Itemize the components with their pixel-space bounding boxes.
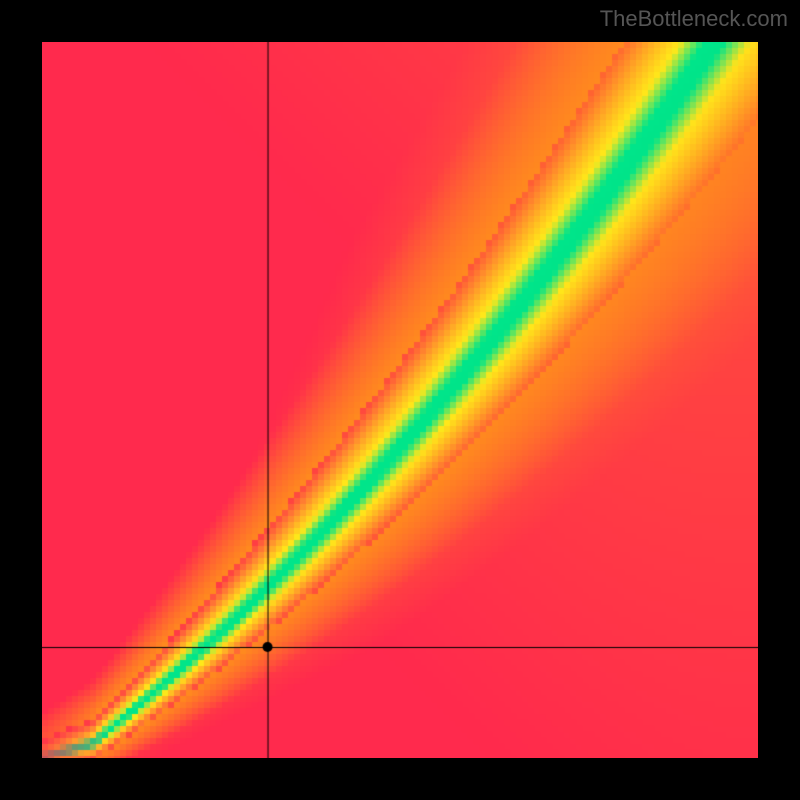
- chart-container: TheBottleneck.com: [0, 0, 800, 800]
- bottleneck-heatmap: [42, 42, 758, 758]
- watermark-label: TheBottleneck.com: [600, 6, 788, 32]
